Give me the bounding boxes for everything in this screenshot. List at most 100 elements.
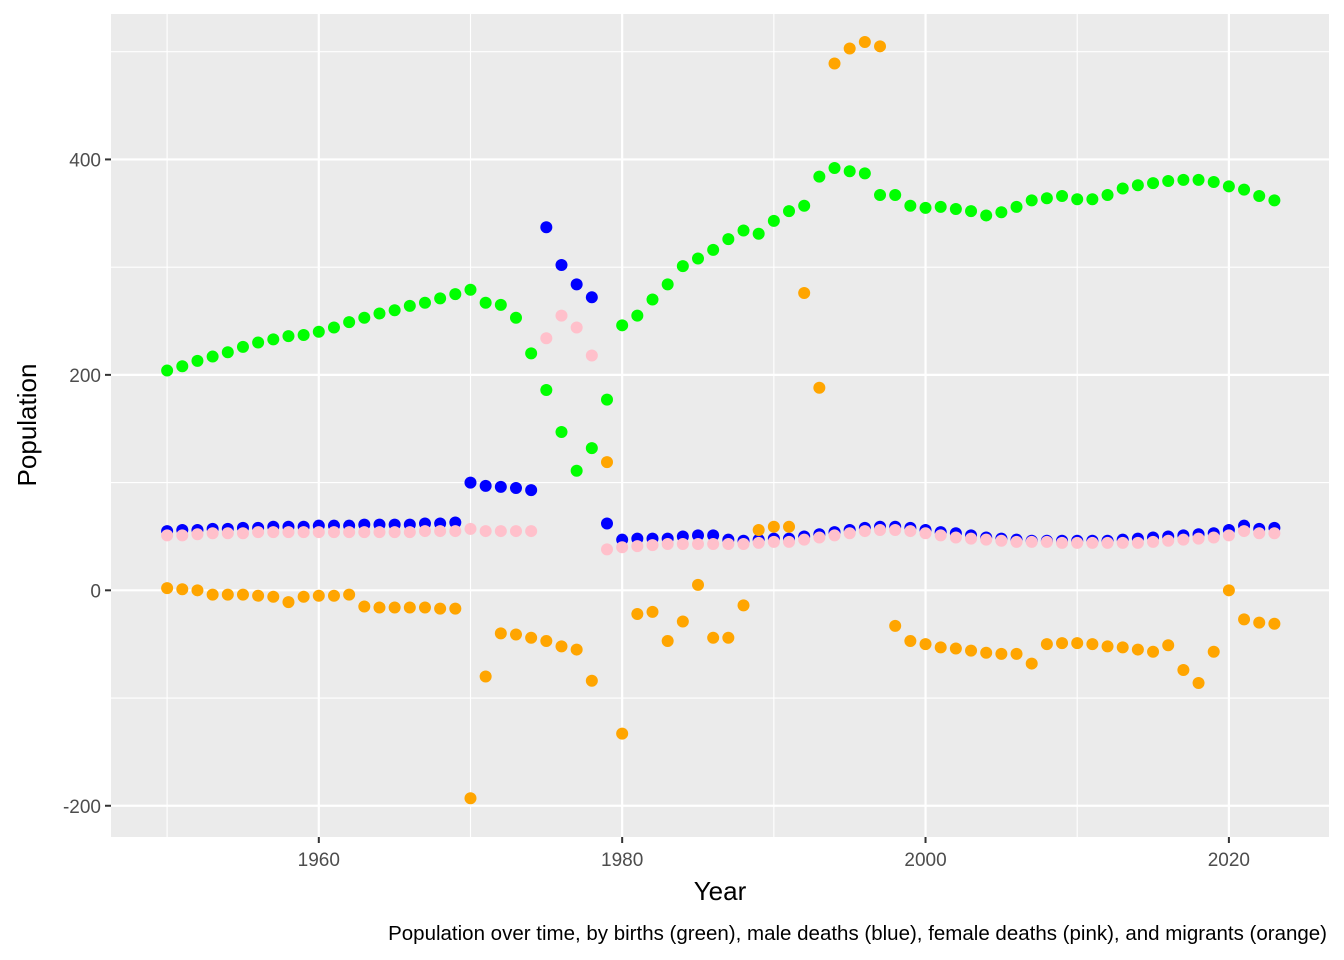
female-deaths-point (525, 525, 538, 538)
female-deaths-point (980, 533, 993, 546)
births-point (509, 311, 522, 324)
migrants-point (479, 670, 492, 683)
male-deaths-point (464, 476, 477, 489)
migrants-point (889, 619, 902, 632)
migrants-point (1131, 643, 1144, 656)
births-point (1253, 190, 1266, 203)
migrants-point (676, 615, 689, 628)
migrants-point (828, 57, 841, 70)
births-point (889, 188, 902, 201)
migrants-point (206, 588, 219, 601)
female-deaths-point (692, 537, 705, 550)
female-deaths-point (722, 537, 735, 550)
migrants-point (570, 643, 583, 656)
x-tick-label: 1960 (298, 850, 340, 871)
births-point (752, 227, 765, 240)
migrants-point (540, 634, 553, 647)
female-deaths-point (327, 526, 340, 539)
female-deaths-point (965, 532, 978, 545)
female-deaths-point (904, 525, 917, 538)
female-deaths-point (494, 525, 507, 538)
male-deaths-point (570, 278, 583, 291)
migrants-point (631, 608, 644, 621)
female-deaths-point (919, 527, 932, 540)
migrants-point (661, 634, 674, 647)
migrants-point (191, 584, 204, 597)
migrants-point (1116, 641, 1129, 654)
migrants-point (616, 727, 629, 740)
births-point (540, 383, 553, 396)
plot-panel (111, 14, 1329, 837)
births-point (722, 233, 735, 246)
female-deaths-point (373, 526, 386, 539)
female-deaths-point (252, 526, 265, 539)
migrants-point (494, 627, 507, 640)
births-point (798, 199, 811, 212)
births-point (358, 311, 371, 324)
female-deaths-point (297, 526, 310, 539)
male-deaths-point (479, 479, 492, 492)
female-deaths-point (1071, 536, 1084, 549)
births-point (267, 333, 280, 346)
x-tick-label: 2000 (904, 850, 946, 871)
female-deaths-point (995, 534, 1008, 547)
births-point (783, 205, 796, 218)
migrants-point (161, 582, 174, 595)
migrants-point (919, 638, 932, 651)
migrants-point (1010, 647, 1023, 660)
births-point (707, 243, 720, 256)
births-point (661, 278, 674, 291)
female-deaths-point (843, 527, 856, 540)
x-tick-label: 1980 (601, 850, 643, 871)
female-deaths-point (934, 529, 947, 542)
births-point (327, 321, 340, 334)
births-point (1192, 173, 1205, 186)
migrants-point (1207, 645, 1220, 658)
births-point (525, 347, 538, 360)
female-deaths-point (767, 535, 780, 548)
female-deaths-point (1222, 529, 1235, 542)
female-deaths-point (403, 526, 416, 539)
migrants-point (737, 599, 750, 612)
migrants-point (646, 605, 659, 618)
births-point (1268, 194, 1281, 207)
minor-gridlines (111, 14, 1329, 837)
births-point (297, 329, 310, 342)
y-tick-label: 400 (69, 150, 101, 171)
migrants-point (252, 589, 265, 602)
migrants-point (1192, 676, 1205, 689)
female-deaths-point (661, 537, 674, 550)
births-point (403, 299, 416, 312)
migrants-point (980, 646, 993, 659)
migrants-point (297, 590, 310, 603)
female-deaths-point (616, 541, 629, 554)
female-deaths-point (388, 526, 401, 539)
births-point (555, 425, 568, 438)
migrants-point (965, 644, 978, 657)
births-point (312, 325, 325, 338)
migrants-point (692, 578, 705, 591)
migrants-point (1222, 584, 1235, 597)
births-point (585, 442, 598, 455)
female-deaths-point (600, 543, 613, 556)
migrants-point (555, 640, 568, 653)
migrants-point (282, 596, 295, 609)
y-axis-title: Population (12, 364, 42, 487)
migrants-point (783, 520, 796, 533)
female-deaths-point (1253, 527, 1266, 540)
births-point (1162, 174, 1175, 187)
migrants-point (1086, 638, 1099, 651)
female-deaths-point (1131, 536, 1144, 549)
x-axis: 1960 1980 2000 2020 (298, 837, 1250, 871)
births-point (631, 309, 644, 322)
female-deaths-point (1238, 525, 1251, 538)
female-deaths-point (1162, 534, 1175, 547)
births-point (616, 319, 629, 332)
male-deaths-point (585, 291, 598, 304)
migrants-point (509, 628, 522, 641)
births-point (828, 162, 841, 175)
female-deaths-point (874, 523, 887, 536)
male-deaths-point (449, 516, 462, 529)
births-point (1222, 180, 1235, 193)
female-deaths-point (798, 533, 811, 546)
